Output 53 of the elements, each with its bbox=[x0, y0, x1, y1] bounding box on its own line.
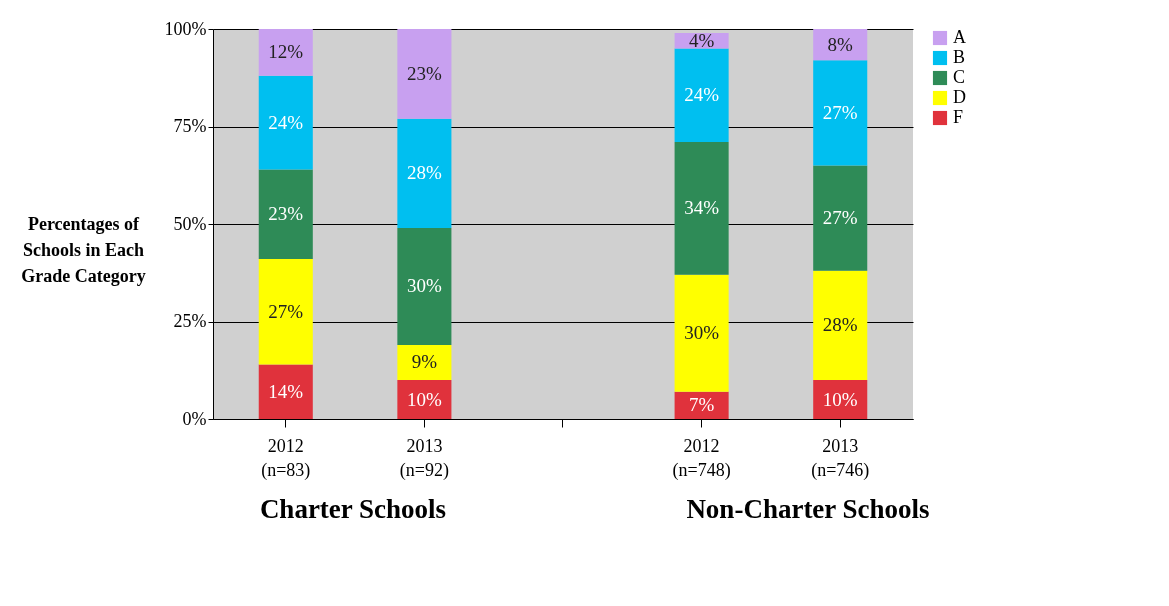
bar bbox=[397, 344, 452, 380]
bar bbox=[674, 142, 729, 275]
text: Charter Schools bbox=[259, 494, 447, 524]
data-label: 10% bbox=[406, 388, 442, 410]
y-tick-label: 0% bbox=[182, 408, 207, 429]
data-label: 7% bbox=[688, 394, 715, 416]
data-label: 28% bbox=[406, 162, 442, 184]
bar bbox=[397, 29, 452, 119]
data-label: 34% bbox=[684, 197, 720, 219]
bar bbox=[397, 227, 452, 345]
data-label: 27% bbox=[822, 207, 858, 229]
bar bbox=[813, 60, 868, 166]
bar bbox=[813, 270, 868, 380]
y-axis-title: Percentages of Schools in Each Grade Category bbox=[21, 213, 146, 286]
data-label: 8% bbox=[827, 33, 854, 55]
bar bbox=[813, 165, 868, 271]
data-label: 4% bbox=[688, 29, 715, 51]
legend-label: A bbox=[953, 27, 966, 47]
data-label: 24% bbox=[684, 84, 720, 106]
bar bbox=[258, 169, 313, 260]
data-label: 23% bbox=[406, 62, 442, 84]
y-tick-label: 25% bbox=[173, 311, 207, 331]
x-tick-label: 2013 (n=746) bbox=[811, 435, 870, 481]
data-label: 10% bbox=[822, 388, 858, 410]
text: Non-Charter Schools bbox=[686, 494, 930, 524]
bar bbox=[258, 75, 313, 170]
bar bbox=[258, 259, 313, 365]
data-label: 9% bbox=[411, 351, 438, 373]
bar bbox=[674, 48, 729, 143]
legend-label: F bbox=[953, 107, 964, 127]
x-tick-label: 2012 (n=83) bbox=[261, 435, 311, 481]
x-tick-label: 2012 (n=748) bbox=[672, 435, 731, 481]
data-label: 30% bbox=[684, 322, 720, 344]
bar bbox=[674, 274, 729, 392]
x-tick-label: 2013 (n=92) bbox=[399, 435, 449, 481]
bar bbox=[258, 364, 313, 419]
data-label: 28% bbox=[822, 314, 858, 336]
data-label: 30% bbox=[406, 275, 442, 297]
data-label: 12% bbox=[268, 41, 304, 63]
y-tick-label: 75% bbox=[173, 116, 207, 136]
data-label: 27% bbox=[822, 101, 858, 123]
data-label: 24% bbox=[268, 111, 304, 133]
bar bbox=[397, 118, 452, 228]
legend-label: D bbox=[953, 87, 966, 107]
bar bbox=[258, 29, 313, 76]
legend-label: C bbox=[953, 67, 966, 87]
legend-label: B bbox=[953, 47, 966, 67]
data-label: 23% bbox=[268, 203, 304, 225]
data-label: 14% bbox=[268, 380, 304, 402]
y-tick-label: 50% bbox=[173, 213, 207, 234]
bar bbox=[397, 380, 452, 419]
y-tick-label: 100% bbox=[164, 18, 207, 39]
data-label: 27% bbox=[268, 300, 304, 322]
